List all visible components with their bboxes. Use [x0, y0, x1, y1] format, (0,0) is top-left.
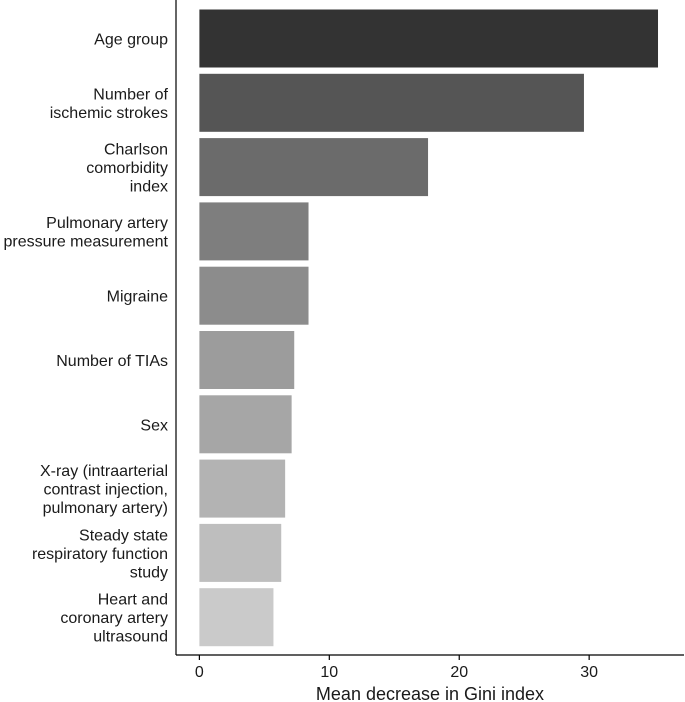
- bar: [199, 523, 282, 582]
- bars-group: [199, 9, 659, 647]
- x-tick-label: 30: [580, 664, 598, 681]
- bar: [199, 266, 309, 325]
- bar: [199, 138, 429, 197]
- bar: [199, 331, 295, 389]
- category-label: X-ray (intraarterial contrast injection, p…: [40, 463, 168, 517]
- bar: [199, 395, 292, 454]
- category-label: Age group: [94, 32, 168, 49]
- bar: [199, 459, 286, 518]
- x-axis-title: Mean decrease in Gini index: [316, 684, 544, 702]
- x-tick-label: 0: [195, 664, 204, 681]
- category-label: Sex: [140, 417, 168, 434]
- category-label: Number of ischemic strokes: [50, 87, 169, 123]
- category-label: Migraine: [107, 289, 168, 306]
- x-axis-ticks: 0 10 20 30: [195, 655, 598, 681]
- category-label: Heart and coronary artery ultrasound: [60, 592, 168, 646]
- bar: [199, 73, 584, 132]
- bar: [199, 588, 274, 647]
- bar: [199, 9, 659, 68]
- category-label: Pulmonary artery pressure measurement: [3, 215, 168, 251]
- category-label: Steady state respiratory function study: [32, 527, 168, 581]
- x-tick-label: 10: [320, 664, 338, 681]
- category-label: Charlson comorbidity index: [86, 142, 168, 196]
- bar: [199, 202, 309, 261]
- category-labels: Age group Number of ischemic strokes Charls…: [3, 32, 168, 646]
- x-tick-label: 20: [450, 664, 468, 681]
- category-label: Number of TIAs: [56, 353, 168, 370]
